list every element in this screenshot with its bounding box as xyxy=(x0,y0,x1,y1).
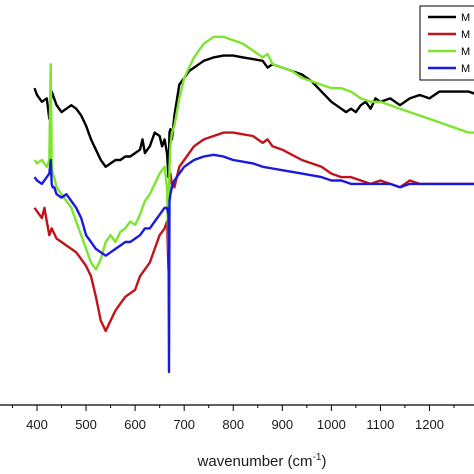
series-layer xyxy=(33,35,474,374)
x-axis: 400 500 600 700 800 900 1000 1100 1200 xyxy=(11,405,455,432)
legend-label-4: M xyxy=(461,63,470,75)
legend-label-1: M xyxy=(461,12,470,24)
series-line-2 xyxy=(33,131,474,333)
x-tick-label: 400 xyxy=(26,417,48,432)
legend-label-3: M xyxy=(461,46,470,58)
x-tick-label: 500 xyxy=(75,417,97,432)
x-tick-label: 1200 xyxy=(415,417,444,432)
series-line-3 xyxy=(33,35,474,271)
x-tick-label: 1100 xyxy=(366,417,394,432)
x-tick-label: 700 xyxy=(173,417,195,432)
x-axis-title: wavenumber (cm-1) xyxy=(197,452,327,470)
legend-label-2: M xyxy=(461,29,470,41)
x-tick-label: 800 xyxy=(222,417,244,432)
series-line-1 xyxy=(33,54,474,179)
x-tick-label: 900 xyxy=(271,417,293,432)
series-line-4 xyxy=(33,153,474,374)
x-tick-label: 1000 xyxy=(317,417,346,432)
x-tick-label: 600 xyxy=(124,417,146,432)
